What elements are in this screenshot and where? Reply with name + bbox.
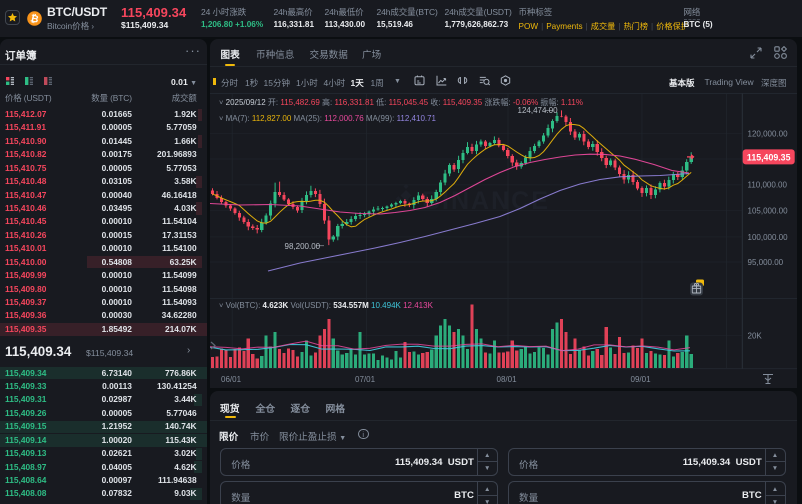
svg-text:09/01: 09/01 xyxy=(631,375,652,384)
svg-text:07/01: 07/01 xyxy=(355,375,376,384)
svg-text:₿: ₿ xyxy=(29,12,39,25)
svg-text:—: — xyxy=(316,241,324,250)
svg-text:98,200.00: 98,200.00 xyxy=(285,242,321,251)
svg-text:06/01: 06/01 xyxy=(221,375,242,384)
svg-text:120,000.00: 120,000.00 xyxy=(748,130,789,139)
svg-text:124,474.00: 124,474.00 xyxy=(518,106,559,115)
svg-text:115,409.35: 115,409.35 xyxy=(747,152,791,162)
svg-text:110,000.00: 110,000.00 xyxy=(748,181,788,190)
svg-text:08/01: 08/01 xyxy=(497,375,518,384)
svg-text:20K: 20K xyxy=(748,332,763,341)
svg-text:100,000.00: 100,000.00 xyxy=(748,233,789,242)
svg-text:—: — xyxy=(545,106,553,115)
svg-text:95,000.00: 95,000.00 xyxy=(748,258,784,267)
svg-text:105,000.00: 105,000.00 xyxy=(748,207,789,216)
